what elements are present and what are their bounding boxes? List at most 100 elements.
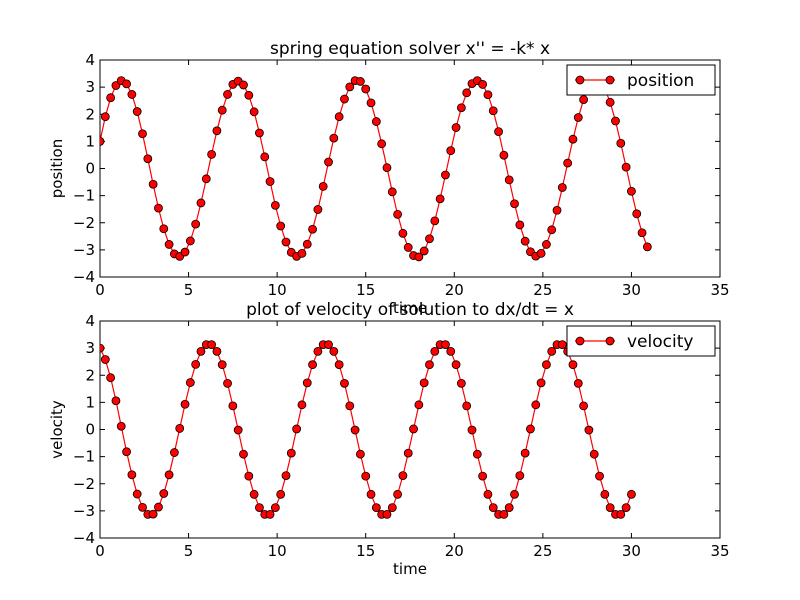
y-tick-label: −4 (73, 529, 95, 547)
data-point (329, 346, 339, 356)
data-point (270, 503, 280, 513)
data-point (600, 489, 610, 499)
data-point (568, 360, 578, 370)
data-point (154, 203, 163, 213)
y-tick-label: −3 (73, 241, 95, 259)
data-point (313, 205, 323, 214)
data-point (557, 183, 567, 192)
legend-marker (575, 75, 585, 85)
data-point (281, 471, 291, 481)
data-point (223, 378, 232, 388)
data-point (515, 220, 525, 230)
data-point (324, 340, 333, 349)
data-point (398, 471, 408, 481)
data-point (355, 449, 365, 459)
data-point (100, 112, 110, 122)
data-point (249, 107, 259, 117)
data-point (579, 95, 588, 105)
data-point (132, 107, 142, 116)
y-tick-label: −1 (73, 448, 95, 466)
data-point (451, 360, 461, 370)
data-point (488, 106, 498, 116)
data-point (196, 346, 206, 356)
x-tick-label: 15 (356, 281, 375, 299)
data-point (510, 199, 519, 209)
data-point (127, 90, 137, 99)
data-point (456, 103, 466, 113)
data-point (100, 343, 105, 353)
y-tick-label: 1 (85, 393, 95, 411)
data-point (425, 360, 434, 370)
data-point (387, 187, 397, 197)
x-tick-label: 25 (533, 542, 552, 560)
y-tick-label: 0 (85, 160, 95, 178)
data-point (100, 136, 105, 146)
x-tick-label: 35 (710, 281, 729, 299)
data-point (409, 424, 418, 434)
data-point (201, 174, 211, 184)
data-point (111, 396, 121, 406)
y-tick-label: −2 (73, 214, 95, 232)
data-point (239, 80, 248, 90)
data-point (605, 503, 615, 513)
chart-title: plot of velocity of solution to dx/dt = … (246, 300, 574, 320)
x-tick-label: 20 (445, 542, 464, 560)
data-point (462, 401, 472, 411)
data-point (164, 240, 174, 249)
data-point (228, 401, 238, 411)
y-axis-label: position (48, 139, 66, 198)
legend: position (566, 64, 716, 96)
data-point (106, 93, 116, 103)
data-point (302, 239, 312, 249)
data-point (223, 90, 232, 99)
data-point (217, 360, 227, 370)
data-point (318, 182, 328, 191)
x-tick-label: 30 (622, 281, 641, 299)
data-point (446, 346, 456, 356)
data-point (169, 448, 179, 457)
data-point (180, 399, 190, 409)
x-tick-label: 35 (710, 542, 729, 560)
legend-marker (575, 336, 585, 346)
data-point (488, 503, 498, 513)
data-point (371, 503, 381, 513)
data-point (382, 510, 392, 519)
data-point (191, 219, 201, 229)
data-point (154, 502, 163, 512)
data-point (403, 448, 413, 458)
data-point (547, 225, 557, 235)
data-point (100, 355, 110, 364)
data-point (286, 448, 296, 458)
data-point (483, 489, 493, 499)
data-point (441, 340, 450, 349)
data-point (483, 90, 493, 100)
data-point (478, 471, 488, 481)
data-point (627, 186, 636, 196)
chart-title: spring equation solver x'' = -k* x (270, 39, 550, 59)
x-tick-label: 0 (95, 542, 105, 560)
y-tick-label: 3 (85, 339, 95, 357)
data-point (212, 126, 222, 136)
x-tick-label: 10 (268, 281, 287, 299)
data-point (563, 158, 573, 168)
data-point (308, 224, 317, 234)
x-tick-label: 15 (356, 542, 375, 560)
data-point (499, 150, 509, 160)
y-tick-label: −2 (73, 475, 95, 493)
data-point (350, 425, 360, 435)
data-point (536, 249, 546, 258)
data-point (616, 138, 626, 148)
data-point (568, 134, 578, 144)
data-point (414, 252, 424, 262)
data-point (611, 116, 620, 126)
data-point (425, 234, 434, 244)
data-point (159, 224, 169, 234)
data-point (557, 340, 567, 349)
y-tick-label: 0 (85, 421, 95, 439)
data-point (515, 471, 525, 481)
x-tick-label: 30 (622, 542, 641, 560)
data-point (510, 489, 519, 499)
data-point (355, 77, 365, 86)
data-point (191, 359, 201, 369)
